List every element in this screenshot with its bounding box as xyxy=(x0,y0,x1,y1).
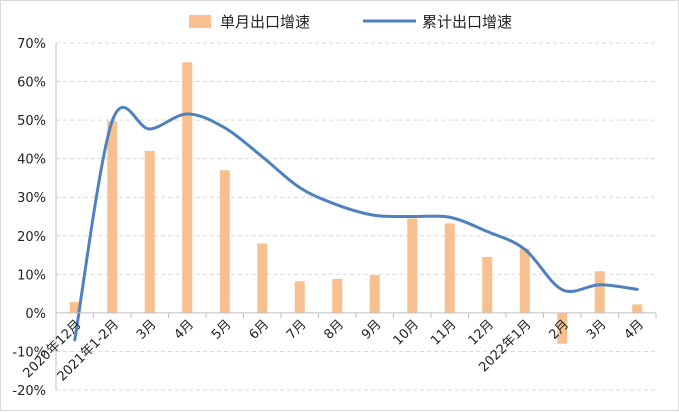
y-tick-label: -20% xyxy=(12,384,46,399)
line-series xyxy=(75,107,638,340)
y-tick-label: 0% xyxy=(25,307,46,322)
bar xyxy=(482,257,492,313)
bar xyxy=(632,304,642,312)
x-tick-label: 6月 xyxy=(246,317,272,343)
x-tick-label: 10月 xyxy=(391,317,422,348)
line-series-path xyxy=(75,107,638,340)
x-tick-label: 3月 xyxy=(134,317,160,343)
x-tick-label: 8月 xyxy=(321,317,347,343)
x-tick-label: 4月 xyxy=(171,317,197,343)
bar xyxy=(407,218,417,312)
y-axis-tick-labels: 70%60%50%40%30%20%10%0%-10%-20% xyxy=(12,37,46,399)
x-tick-label: 11月 xyxy=(428,317,459,348)
legend-bar-swatch xyxy=(189,15,211,28)
y-tick-label: 60% xyxy=(17,76,46,91)
y-tick-label: 50% xyxy=(17,114,46,129)
y-tick-label: 40% xyxy=(17,153,46,168)
x-tick-label: 4月 xyxy=(621,317,647,343)
y-tick-label: 10% xyxy=(17,268,46,283)
x-tick-label: 2月 xyxy=(546,317,572,343)
bar xyxy=(257,243,267,312)
bar xyxy=(220,170,230,313)
bar xyxy=(145,151,155,313)
x-tick-label: 12月 xyxy=(466,317,497,348)
x-tick-label: 7月 xyxy=(284,317,310,343)
y-tick-label: 30% xyxy=(17,191,46,206)
legend: 单月出口增速 累计出口增速 xyxy=(189,13,512,31)
y-tick-label: 20% xyxy=(17,230,46,245)
bar xyxy=(332,279,342,313)
x-tick-label: 9月 xyxy=(359,317,385,343)
bar xyxy=(520,249,530,313)
legend-bar-label: 单月出口增速 xyxy=(220,13,310,31)
bar xyxy=(595,271,605,313)
legend-line-label: 累计出口增速 xyxy=(422,13,512,31)
bar xyxy=(182,62,192,313)
bar xyxy=(370,275,380,313)
bar xyxy=(295,281,305,313)
x-tick-label: 3月 xyxy=(584,317,610,343)
bar xyxy=(445,223,455,312)
y-tick-label: 70% xyxy=(17,37,46,52)
bar xyxy=(107,121,117,313)
x-tick-label: 5月 xyxy=(209,317,235,343)
bar-series xyxy=(70,62,643,343)
